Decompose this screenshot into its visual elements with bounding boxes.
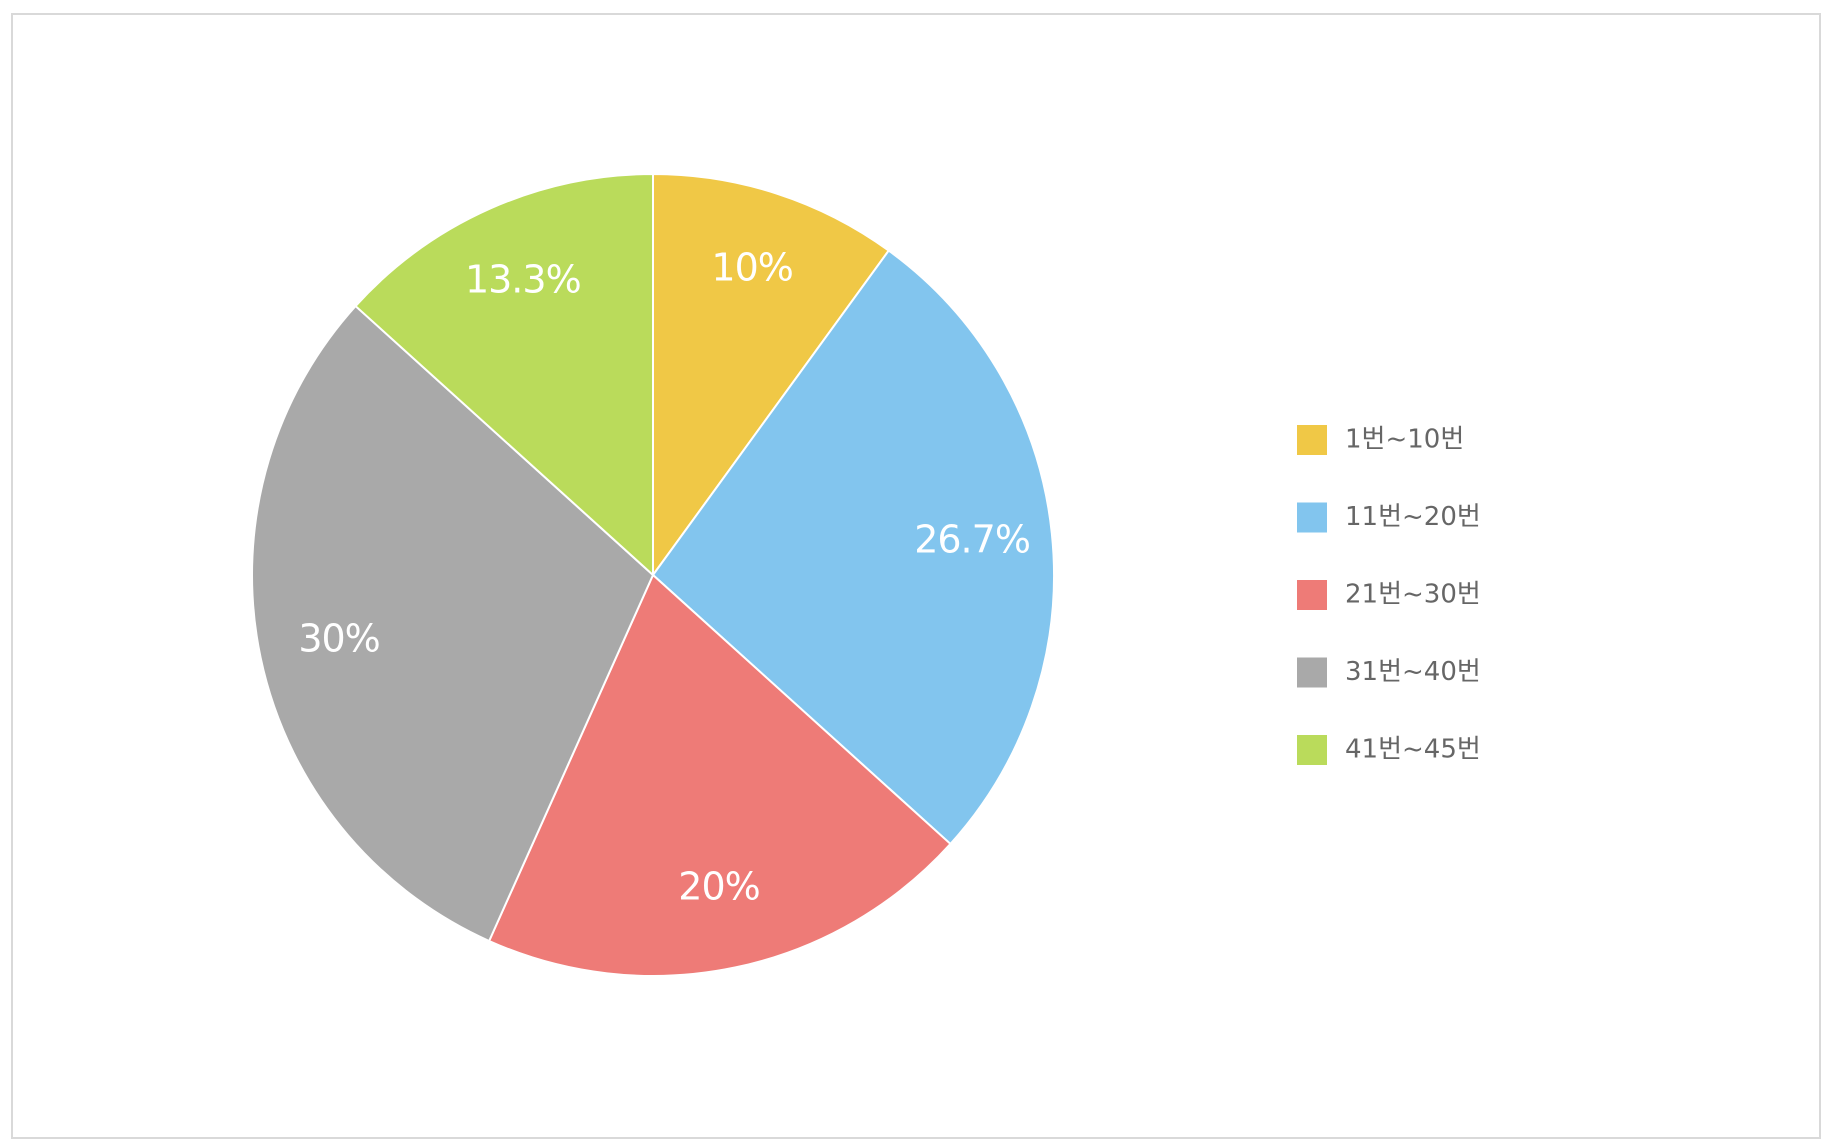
legend-label: 41번~45번 <box>1345 735 1481 765</box>
legend-swatch <box>1297 502 1327 533</box>
legend-label: 31번~40번 <box>1345 657 1481 687</box>
slice-label: 26.7% <box>914 517 1030 561</box>
slice-label: 30% <box>298 617 379 661</box>
pie-slice <box>354 172 654 578</box>
pie-slice <box>487 573 952 977</box>
slice-label: 10% <box>711 245 792 289</box>
legend-swatch <box>1297 735 1327 765</box>
legend-label: 11번~20번 <box>1345 502 1481 532</box>
slice-label: 20% <box>678 864 759 908</box>
pie-slice <box>251 304 655 943</box>
pie-slice <box>651 249 1055 846</box>
legend-label: 21번~30번 <box>1345 580 1481 610</box>
legend-swatch <box>1297 580 1327 610</box>
legend-swatch <box>1297 657 1327 688</box>
slice-label: 13.3% <box>465 257 581 301</box>
legend-label: 1번~10번 <box>1345 425 1464 455</box>
pie-slice <box>652 172 891 579</box>
legend-swatch <box>1297 425 1327 455</box>
